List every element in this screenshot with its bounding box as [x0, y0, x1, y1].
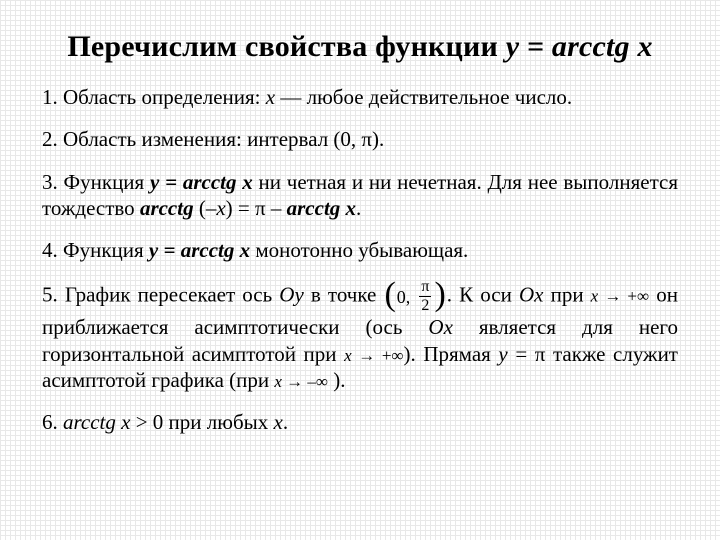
document-page: Перечислим свойства функции y = arcctg x… — [0, 0, 720, 471]
p2-lead: 2. Область изменения: интервал (0, — [42, 127, 361, 151]
p4-fn: y = arcctg x — [149, 238, 250, 262]
p5-mid7: = — [508, 342, 535, 366]
p5-mid3: при — [543, 283, 590, 307]
p5-mid2: . К оси — [447, 283, 519, 307]
p3-ident-rhs-pi: π — [255, 196, 266, 220]
p5-paren-close: ) — [434, 278, 445, 312]
p5-lim3-var: x — [274, 372, 282, 391]
p3-ident-lhs-b: (– — [194, 196, 217, 220]
p5-line-pi: π — [535, 342, 546, 366]
property-6: 6. arcctg x > 0 при любых x. — [42, 409, 678, 435]
p5-paren-open: ( — [384, 278, 395, 312]
p5-mid6: ). Прямая — [404, 342, 499, 366]
p5-lim3-arrow: → –∞ — [282, 372, 328, 391]
p5-lim2-arrow: → +∞ — [352, 346, 404, 365]
p6-mid: > 0 при любых — [130, 410, 273, 434]
p5-ox: Ox — [519, 283, 544, 307]
property-3: 3. Функция y = arcctg x ни четная и ни н… — [42, 169, 678, 222]
p4-tail: монотонно убывающая. — [250, 238, 468, 262]
p3-period: . — [356, 196, 361, 220]
p5-mid1: в точке — [304, 283, 384, 307]
p1-var: x — [266, 85, 275, 109]
p5-line-y: y — [498, 342, 507, 366]
p5-frac-num: π — [419, 279, 431, 297]
p5-zero: 0, — [397, 288, 411, 306]
p5-frac-den: 2 — [419, 297, 431, 314]
page-title: Перечислим свойства функции y = arcctg x — [42, 30, 678, 64]
property-2: 2. Область изменения: интервал (0, π). — [42, 126, 678, 152]
p5-lim2-var: x — [344, 346, 352, 365]
p2-pi: π — [361, 127, 372, 151]
p1-tail: — любое действительное число. — [275, 85, 572, 109]
p5-lim1-arrow: → +∞ — [598, 287, 649, 306]
p3-ident-lhs-a: arcctg — [140, 196, 194, 220]
p2-tail: ). — [372, 127, 384, 151]
p3-lead: 3. Функция — [42, 170, 150, 194]
p5-mid9: ). — [328, 368, 346, 392]
p6-fn: arcctg x — [63, 410, 130, 434]
property-1: 1. Область определения: x — любое действ… — [42, 84, 678, 110]
p3-ident-lhs-c: ) = — [226, 196, 255, 220]
p5-fraction: π 2 — [419, 279, 431, 314]
property-4: 4. Функция y = arcctg x монотонно убываю… — [42, 237, 678, 263]
p6-lead: 6. — [42, 410, 63, 434]
p5-lead: 5. График пересекает ось — [42, 283, 279, 307]
p3-ident-rhs-fn: arcctg x — [287, 196, 356, 220]
p6-var: x — [274, 410, 283, 434]
p3-ident-lhs-var: x — [216, 196, 225, 220]
title-prefix: Перечислим свойства функции — [67, 30, 505, 63]
p5-oy: Oy — [279, 283, 304, 307]
property-5: 5. График пересекает ось Oy в точке (0, … — [42, 279, 678, 393]
p1-lead: 1. Область определения: — [42, 85, 266, 109]
p3-ident-rhs-a: – — [266, 196, 287, 220]
title-function: y = arcctg x — [506, 30, 653, 63]
p5-ox2: Ox — [428, 315, 453, 339]
p4-lead: 4. Функция — [42, 238, 149, 262]
p3-fn: y = arcctg x — [150, 170, 253, 194]
p6-period: . — [283, 410, 288, 434]
